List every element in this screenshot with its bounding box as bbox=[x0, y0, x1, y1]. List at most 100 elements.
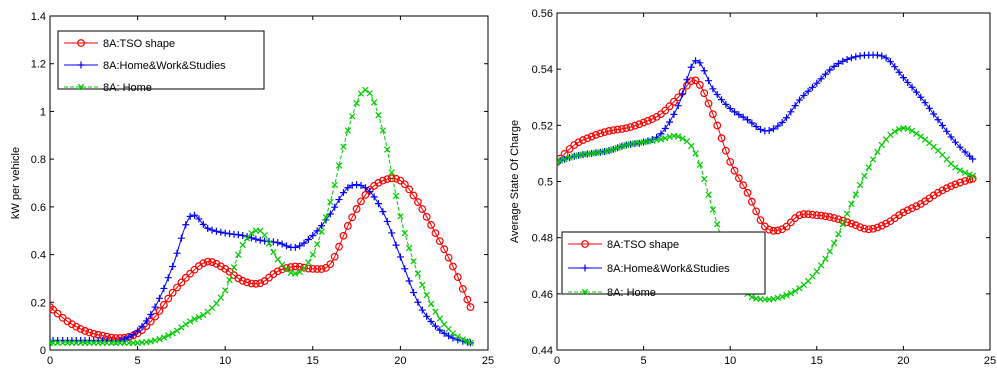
data-point bbox=[618, 143, 626, 150]
data-point bbox=[335, 162, 343, 169]
legend-marker bbox=[77, 61, 85, 69]
data-point bbox=[405, 185, 414, 194]
data-point bbox=[787, 108, 795, 116]
data-point bbox=[427, 221, 435, 229]
data-point bbox=[243, 278, 252, 287]
data-point bbox=[887, 131, 894, 139]
data-point bbox=[440, 329, 448, 337]
data-point bbox=[449, 330, 457, 337]
data-point bbox=[217, 294, 225, 301]
data-point bbox=[757, 126, 765, 134]
data-point bbox=[705, 77, 713, 85]
data-point bbox=[657, 130, 665, 138]
data-point bbox=[234, 274, 243, 283]
data-point bbox=[181, 273, 190, 282]
data-point bbox=[291, 243, 299, 251]
data-point bbox=[752, 207, 761, 216]
y-tick-label: 0.44 bbox=[532, 345, 553, 357]
data-point bbox=[208, 226, 216, 234]
legend-marker bbox=[77, 83, 85, 91]
data-point bbox=[735, 111, 743, 119]
data-point bbox=[713, 121, 722, 130]
data-point bbox=[366, 188, 374, 196]
data-point bbox=[903, 206, 912, 215]
data-point bbox=[734, 174, 743, 183]
data-point bbox=[865, 164, 872, 171]
data-point bbox=[951, 138, 959, 146]
data-point bbox=[809, 273, 816, 280]
data-point bbox=[361, 184, 369, 192]
legend-marker bbox=[581, 264, 589, 272]
data-point bbox=[942, 184, 951, 193]
data-point bbox=[261, 231, 268, 239]
legend-label: 8A: Home bbox=[607, 287, 656, 299]
x-tick-label: 5 bbox=[641, 355, 647, 367]
x-tick-label: 25 bbox=[984, 355, 996, 367]
data-point bbox=[423, 312, 431, 320]
data-point bbox=[891, 63, 899, 71]
data-point bbox=[383, 175, 392, 184]
data-point bbox=[300, 265, 308, 272]
data-point bbox=[59, 339, 66, 347]
data-point bbox=[921, 136, 929, 143]
data-point bbox=[674, 102, 682, 110]
data-point bbox=[830, 240, 838, 247]
data-point bbox=[934, 116, 942, 124]
data-point bbox=[195, 313, 203, 321]
data-point bbox=[644, 116, 652, 125]
data-point bbox=[851, 221, 860, 230]
data-point bbox=[431, 229, 440, 238]
data-point bbox=[226, 276, 233, 284]
data-point bbox=[146, 317, 155, 326]
data-point bbox=[388, 229, 396, 237]
data-point bbox=[410, 258, 417, 265]
data-point bbox=[938, 186, 947, 195]
data-point bbox=[579, 136, 587, 144]
data-point bbox=[191, 211, 199, 219]
data-point bbox=[739, 181, 748, 190]
data-point bbox=[423, 291, 430, 299]
data-point bbox=[812, 211, 821, 220]
data-point bbox=[557, 157, 564, 164]
data-point bbox=[339, 231, 348, 240]
data-point bbox=[353, 181, 361, 189]
data-point bbox=[239, 241, 246, 249]
data-point bbox=[705, 191, 712, 198]
y-tick-label: 1.2 bbox=[31, 59, 46, 71]
x-tick-label: 5 bbox=[135, 355, 141, 367]
data-point bbox=[410, 288, 418, 296]
data-point bbox=[843, 218, 852, 227]
data-point bbox=[930, 110, 938, 118]
data-point bbox=[856, 181, 864, 189]
data-point bbox=[317, 265, 326, 273]
data-point bbox=[186, 269, 195, 278]
data-point bbox=[235, 251, 242, 258]
data-point bbox=[783, 291, 790, 299]
data-point bbox=[904, 78, 912, 86]
data-point bbox=[886, 58, 894, 66]
data-point bbox=[869, 224, 877, 233]
data-point bbox=[861, 172, 868, 180]
data-point bbox=[692, 57, 700, 65]
data-point bbox=[834, 60, 842, 68]
x-tick-label: 25 bbox=[482, 355, 494, 367]
data-point bbox=[199, 259, 208, 268]
data-point bbox=[212, 259, 221, 268]
data-point bbox=[449, 262, 457, 271]
data-point bbox=[961, 177, 970, 185]
data-point bbox=[151, 337, 159, 344]
data-point bbox=[822, 255, 829, 262]
data-point bbox=[687, 63, 695, 71]
data-point bbox=[961, 148, 969, 156]
data-point bbox=[873, 51, 881, 59]
y-tick-label: 0.5 bbox=[538, 177, 553, 189]
data-point bbox=[965, 175, 974, 184]
data-point bbox=[251, 279, 260, 288]
data-point bbox=[283, 266, 290, 273]
data-point bbox=[326, 260, 335, 269]
data-point bbox=[331, 181, 338, 189]
data-point bbox=[848, 200, 855, 208]
data-point bbox=[773, 226, 782, 235]
data-point bbox=[817, 75, 825, 83]
data-point bbox=[418, 306, 426, 314]
